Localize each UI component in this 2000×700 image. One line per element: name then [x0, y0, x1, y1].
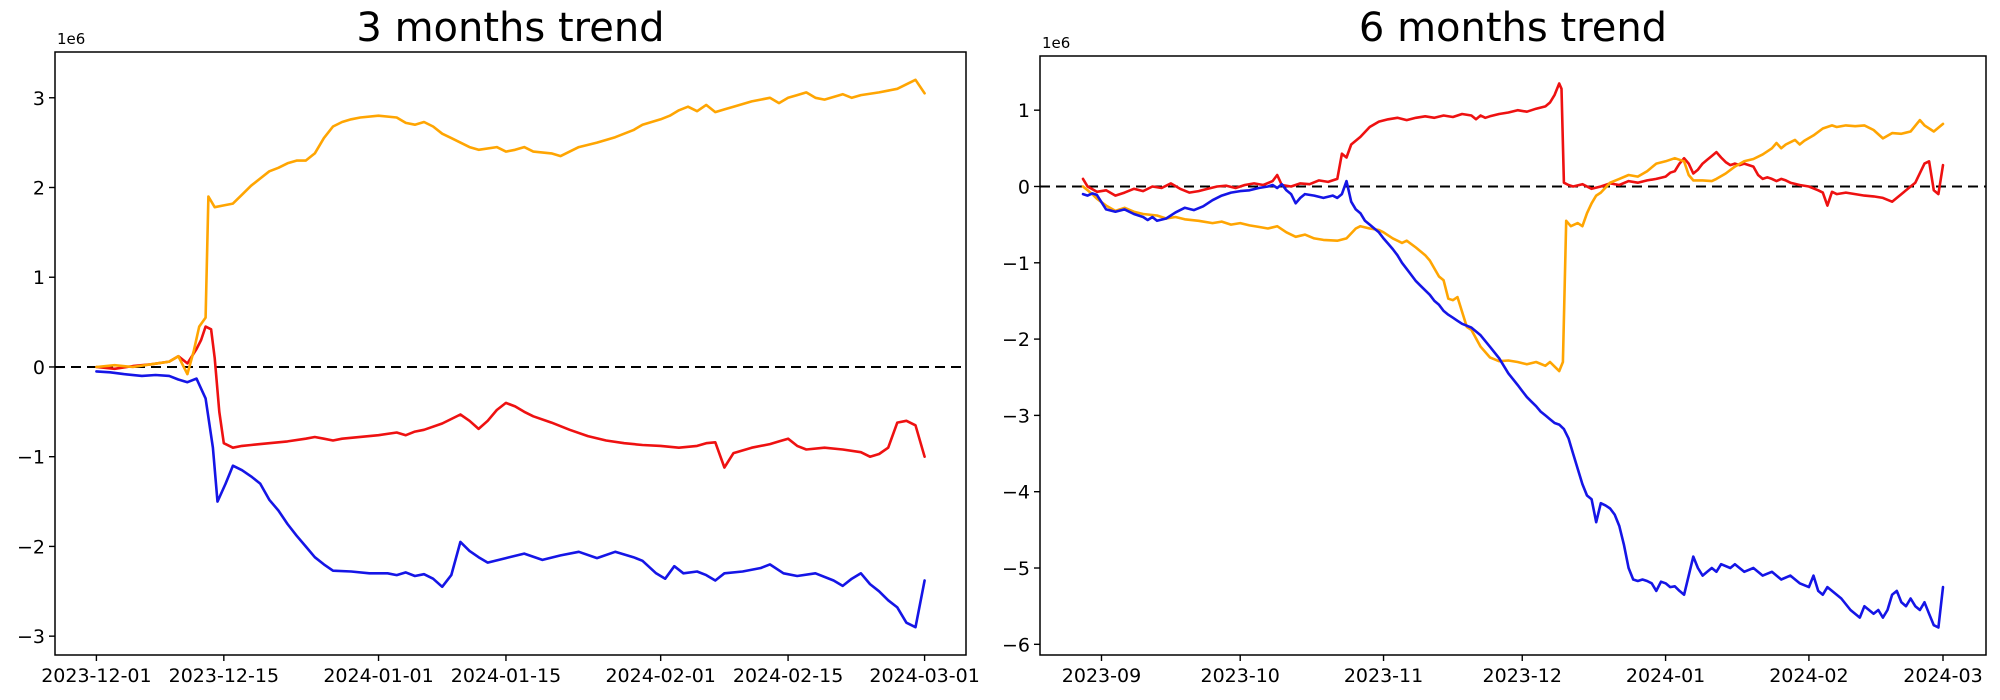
chart-6-months-trend: 6 months trend 1e6 2023-09 2023-10 2023-11… [1000, 0, 2000, 700]
plot-area-3-months: 2023-12-01 2023-12-15 2024-01-01 2024-01-15… [17, 51, 980, 687]
y-tick-label: −2 [17, 536, 45, 558]
series-line-orange [95, 78, 926, 376]
y-tick-label: −6 [1002, 634, 1030, 656]
series-line-blue [95, 370, 926, 629]
y-tick-label: 0 [33, 357, 45, 379]
y-tick-label: 1 [1018, 100, 1030, 122]
x-tick-label: 2023-10 [1201, 665, 1280, 687]
x-tick-label: 2023-12-01 [41, 665, 151, 687]
y-axis-offset-label: 1e6 [1042, 34, 1071, 52]
series-line-red [1081, 82, 1945, 207]
y-tick-label: −3 [1002, 405, 1030, 427]
x-tick-label: 2024-02-15 [733, 665, 843, 687]
x-tick-label: 2024-01-15 [451, 665, 561, 687]
plot-border [1039, 55, 1987, 656]
plot-border [54, 51, 967, 656]
x-tick-label: 2024-03-01 [869, 665, 979, 687]
series-line-blue [1081, 179, 1945, 629]
chart-3-months-trend: 3 months trend 1e6 2023-12-01 2023-12-15 2… [17, 5, 980, 687]
y-axis-offset-label: 1e6 [57, 30, 86, 48]
y-tick-label: 1 [33, 267, 45, 289]
y-tick-label: 0 [1018, 176, 1030, 198]
x-tick-label: 2023-11 [1344, 665, 1423, 687]
series-line-orange [1081, 118, 1945, 373]
chart-title: 3 months trend [356, 5, 665, 51]
x-tick-label: 2023-12-15 [169, 665, 279, 687]
x-tick-label: 2024-01-01 [323, 665, 433, 687]
y-tick-label: 3 [33, 88, 45, 110]
y-tick-label: −1 [17, 447, 45, 469]
y-tick-label: −5 [1002, 558, 1030, 580]
x-tick-label: 2024-02 [1769, 665, 1848, 687]
x-tick-label: 2024-03 [1903, 665, 1982, 687]
plot-area-6-months: 2023-09 2023-10 2023-11 2023-12 2024-01 2024-… [1002, 55, 1987, 687]
y-tick-label: 2 [33, 177, 45, 199]
y-tick-label: −1 [1002, 253, 1030, 275]
y-tick-label: −4 [1002, 482, 1030, 504]
y-tick-label: −3 [17, 626, 45, 648]
x-tick-label: 2023-12 [1483, 665, 1562, 687]
series-line-red [95, 325, 926, 469]
y-tick-label: −2 [1002, 329, 1030, 351]
x-tick-label: 2024-02-01 [605, 665, 715, 687]
x-tick-label: 2024-01 [1626, 665, 1705, 687]
x-tick-label: 2023-09 [1062, 665, 1141, 687]
chart-title: 6 months trend [1358, 5, 1668, 51]
